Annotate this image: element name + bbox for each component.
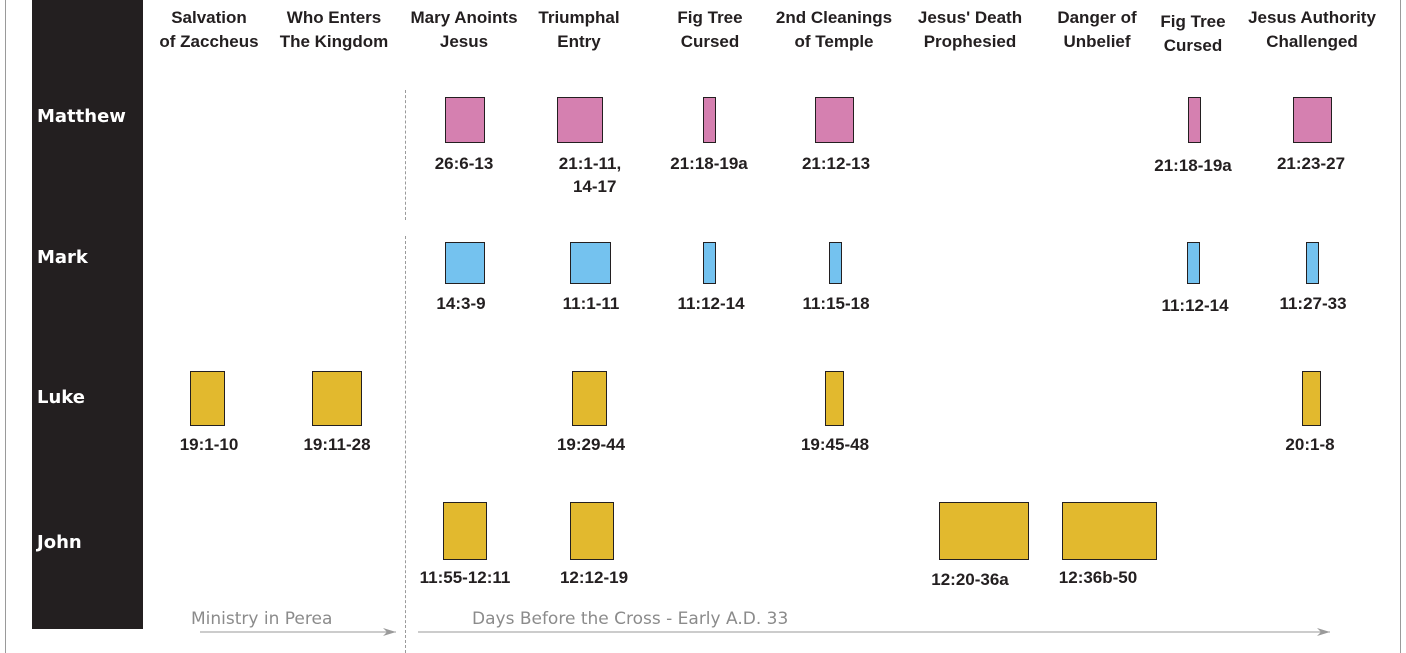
passage-box-matthew — [557, 97, 603, 143]
chart-frame — [5, 0, 1401, 653]
event-header-who-enters: Who Enters The Kingdom — [279, 8, 389, 51]
passage-box-matthew — [1293, 97, 1332, 143]
passage-ref-john: 12:12-19 — [559, 568, 629, 587]
passage-ref-matthew: 21:23-27 — [1276, 154, 1346, 173]
event-header-fig-tree-1: Fig Tree Cursed — [677, 8, 743, 51]
passage-box-john — [939, 502, 1029, 560]
passage-box-luke — [572, 371, 607, 426]
passage-ref-luke: 19:11-28 — [303, 435, 371, 454]
timeline-arrow-perea — [200, 628, 396, 636]
passage-ref-luke: 19:1-10 — [179, 435, 239, 454]
passage-box-luke — [190, 371, 225, 426]
passage-box-mark — [570, 242, 611, 284]
passage-ref-john: 12:20-36a — [931, 570, 1009, 589]
event-header-death-prophesied: Jesus' Death Prophesied — [917, 8, 1023, 51]
passage-ref-luke: 19:45-48 — [800, 435, 870, 454]
passage-box-mark — [1187, 242, 1200, 284]
passage-ref-matthew: 21:12-13 — [801, 154, 871, 173]
passage-box-matthew — [703, 97, 716, 143]
period-label-cross: Days Before the Cross - Early A.D. 33 — [472, 609, 789, 629]
passage-box-luke — [312, 371, 362, 426]
passage-ref-matthew: 21:18-19a — [1154, 156, 1232, 175]
event-header-zaccheus: Salvation of Zaccheus — [159, 8, 259, 51]
period-divider-top — [405, 90, 406, 220]
passage-box-matthew — [445, 97, 485, 143]
passage-ref-mark: 11:1-11 — [562, 294, 620, 313]
passage-ref-matthew: 21:1-11, 14-17 — [558, 154, 622, 196]
gospel-sidebar — [32, 0, 143, 629]
event-header-mary-anoints: Mary Anoints Jesus — [410, 8, 518, 51]
passage-box-john — [570, 502, 614, 560]
passage-box-matthew — [1188, 97, 1201, 143]
passage-ref-luke: 20:1-8 — [1285, 435, 1335, 454]
passage-box-mark — [829, 242, 842, 284]
passage-ref-luke: 19:29-44 — [556, 435, 626, 454]
passage-ref-mark: 11:12-14 — [677, 294, 745, 313]
gospel-label-john: John — [37, 532, 82, 553]
event-header-authority-challenged: Jesus Authority Challenged — [1248, 8, 1376, 51]
passage-box-mark — [703, 242, 716, 284]
event-header-danger-unbelief: Danger of Unbelief — [1057, 8, 1137, 51]
passage-ref-mark: 11:15-18 — [802, 294, 870, 313]
passage-box-luke — [825, 371, 844, 426]
passage-ref-matthew: 26:6-13 — [434, 154, 494, 173]
passage-ref-john: 11:55-12:11 — [419, 568, 511, 587]
event-header-temple-cleansing: 2nd Cleanings of Temple — [775, 8, 893, 51]
gospel-label-matthew: Matthew — [37, 106, 126, 127]
gospel-label-luke: Luke — [37, 387, 85, 408]
passage-box-matthew — [815, 97, 854, 143]
passage-box-luke — [1302, 371, 1321, 426]
gospel-label-mark: Mark — [37, 247, 88, 268]
passage-box-john — [443, 502, 487, 560]
passage-box-mark — [445, 242, 485, 284]
period-label-perea: Ministry in Perea — [191, 609, 333, 629]
passage-box-john — [1062, 502, 1157, 560]
event-header-triumphal-entry: Triumphal Entry — [538, 8, 620, 51]
period-divider — [405, 236, 406, 653]
passage-box-mark — [1306, 242, 1319, 284]
event-header-fig-tree-2: Fig Tree Cursed — [1160, 12, 1226, 55]
passage-ref-john: 12:36b-50 — [1058, 568, 1138, 587]
passage-ref-mark: 11:27-33 — [1279, 294, 1347, 313]
passage-ref-mark: 14:3-9 — [436, 294, 486, 313]
timeline-arrow-cross — [418, 628, 1330, 636]
passage-ref-mark: 11:12-14 — [1161, 296, 1229, 315]
passage-ref-matthew: 21:18-19a — [670, 154, 748, 173]
